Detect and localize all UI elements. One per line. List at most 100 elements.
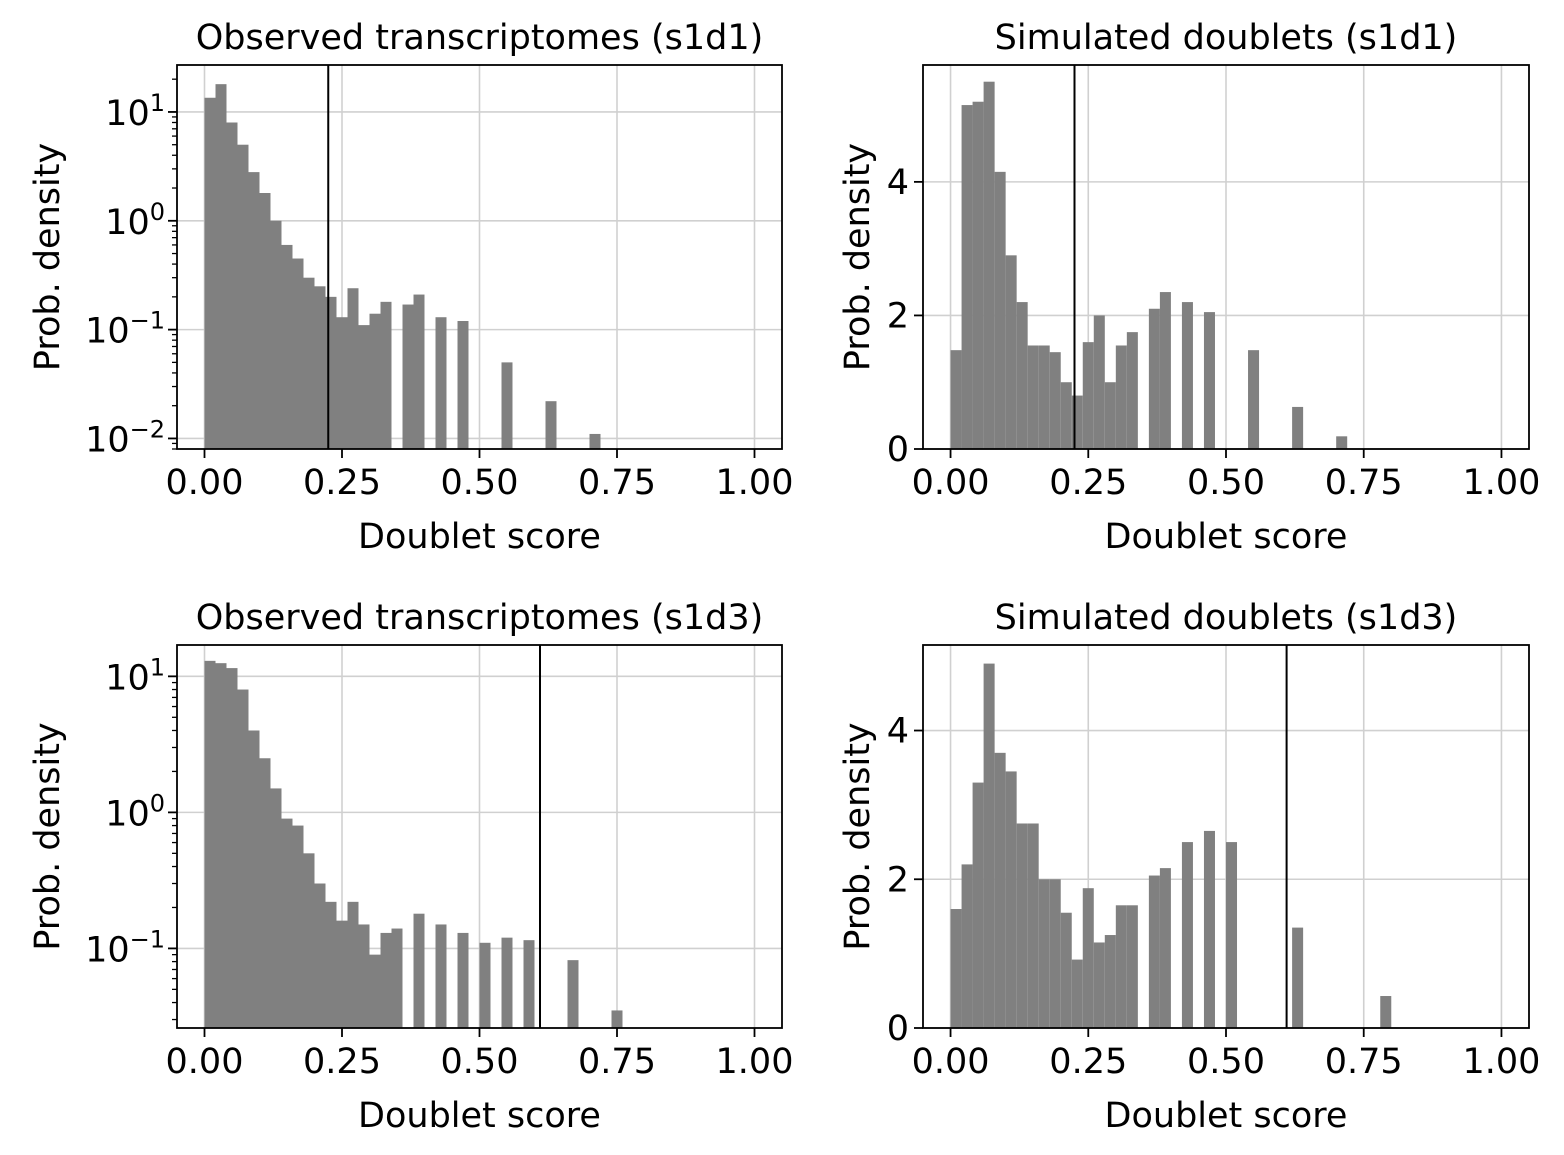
histogram-bar xyxy=(292,258,304,449)
y-tick-label: 101 xyxy=(105,89,165,134)
histogram-bar xyxy=(204,660,216,1028)
histogram-bar xyxy=(314,286,326,449)
subplot-title: Observed transcriptomes (s1d3) xyxy=(196,598,764,638)
histogram-bar xyxy=(281,818,293,1028)
histogram-bar xyxy=(1148,875,1160,1028)
histogram-bar xyxy=(1049,352,1061,449)
x-tick-label: 1.00 xyxy=(1462,463,1540,503)
y-tick-label: 100 xyxy=(105,789,165,834)
histogram-bar xyxy=(950,350,962,449)
histogram-bar xyxy=(994,752,1006,1028)
histogram-bar xyxy=(611,1010,623,1028)
histogram-bar xyxy=(501,362,513,449)
y-tick-label: 0 xyxy=(887,430,909,470)
histogram-bar xyxy=(457,321,469,449)
histogram-bar xyxy=(1016,823,1028,1028)
histogram-bar xyxy=(961,105,973,449)
x-tick-label: 0.50 xyxy=(1187,1042,1265,1082)
histogram-bar xyxy=(1336,436,1348,449)
histogram-bar xyxy=(347,288,359,449)
histogram-bar xyxy=(1115,905,1127,1028)
histogram-bar xyxy=(1115,345,1127,449)
histogram-bar xyxy=(303,277,315,449)
histogram-bar xyxy=(1148,308,1160,449)
histogram-bar xyxy=(501,937,513,1028)
histogram-bar xyxy=(281,244,293,449)
histogram-bar xyxy=(1082,888,1094,1028)
subplot-title: Simulated doublets (s1d1) xyxy=(995,18,1458,58)
histogram-bar xyxy=(1060,912,1072,1028)
histogram-bar xyxy=(303,853,315,1028)
histogram-bar xyxy=(248,730,260,1028)
y-tick-label: 101 xyxy=(105,653,165,698)
histogram-bar xyxy=(457,932,469,1028)
histogram-bar xyxy=(336,317,348,449)
x-axis-label: Doublet score xyxy=(358,517,601,557)
histogram-bar xyxy=(567,960,579,1028)
histogram-bar xyxy=(589,433,601,449)
histogram-bar xyxy=(950,909,962,1028)
histogram-bar xyxy=(259,193,271,449)
subplot-title: Observed transcriptomes (s1d1) xyxy=(196,18,764,58)
x-tick-label: 0.75 xyxy=(578,1042,656,1082)
x-tick-label: 0.75 xyxy=(1325,463,1403,503)
histogram-bar xyxy=(1093,315,1105,449)
histogram-bar xyxy=(336,920,348,1028)
histogram-bar xyxy=(1071,395,1083,449)
y-tick-label: 2 xyxy=(887,296,909,336)
histogram-bar xyxy=(314,883,326,1028)
y-axis-label: Prob. density xyxy=(28,722,68,950)
histogram-bar xyxy=(248,172,260,449)
histogram-bar xyxy=(1181,842,1193,1028)
histogram-bar xyxy=(1060,382,1072,449)
histogram-bar xyxy=(1049,879,1061,1028)
x-tick-label: 0.00 xyxy=(912,463,990,503)
x-tick-label: 1.00 xyxy=(716,1042,794,1082)
histogram-bar xyxy=(358,325,370,449)
x-tick-label: 0.25 xyxy=(1049,463,1127,503)
subplot-4: 0.00 0.25 0.50 0.75 1.00 0 2 4 Simulated doublet… xyxy=(838,598,1540,1136)
histogram-bar xyxy=(1005,771,1017,1028)
histogram-bar xyxy=(391,928,403,1028)
x-tick-label: 1.00 xyxy=(1462,1042,1540,1082)
x-tick-label: 0.25 xyxy=(303,463,381,503)
y-tick-label: 100 xyxy=(105,198,165,243)
y-axis-label: Prob. density xyxy=(28,143,68,371)
histogram-bar xyxy=(215,663,227,1028)
histogram-bar xyxy=(1082,342,1094,449)
histogram-bar xyxy=(325,901,337,1028)
histogram-bar xyxy=(237,144,249,449)
histogram-bar xyxy=(347,901,359,1028)
histogram-bar xyxy=(1093,942,1105,1028)
subplot-3: 0.00 0.25 0.50 0.75 1.00 101 100 10−1 Observed t… xyxy=(28,598,793,1136)
y-tick-label: 4 xyxy=(887,712,909,752)
histogram-bar xyxy=(237,689,249,1028)
histogram-bar xyxy=(523,940,535,1028)
histogram-bar xyxy=(226,122,238,450)
x-tick-label: 1.00 xyxy=(716,463,794,503)
histogram-bar xyxy=(1104,935,1116,1028)
x-axis-label: Doublet score xyxy=(358,1096,601,1136)
histogram-bar xyxy=(1380,996,1392,1028)
histogram-bar xyxy=(435,924,447,1028)
histogram-bar xyxy=(1038,879,1050,1028)
histogram-bar xyxy=(961,864,973,1028)
histogram-bar xyxy=(204,97,216,449)
histogram-bar xyxy=(1126,332,1138,449)
histogram-bar xyxy=(402,304,414,449)
subplot-title: Simulated doublets (s1d3) xyxy=(995,598,1458,638)
histogram-bar xyxy=(1071,959,1083,1028)
histogram-bar xyxy=(369,954,381,1028)
subplot-2: 0.00 0.25 0.50 0.75 1.00 0 2 4 Simulated doublet… xyxy=(838,18,1540,557)
histogram-bar xyxy=(479,942,491,1028)
histogram-bar xyxy=(1292,927,1304,1028)
subplot-1: 0.00 0.25 0.50 0.75 1.00 101 100 10−1 10−2 Observ… xyxy=(28,18,793,557)
x-tick-label: 0.25 xyxy=(1049,1042,1127,1082)
x-tick-label: 0.50 xyxy=(441,1042,519,1082)
histogram-bar xyxy=(994,171,1006,449)
y-tick-label: 2 xyxy=(887,860,909,900)
histogram-bar xyxy=(1027,823,1039,1028)
histogram-bar xyxy=(1203,312,1215,449)
histogram-bar xyxy=(1038,345,1050,449)
x-tick-label: 0.75 xyxy=(578,463,656,503)
